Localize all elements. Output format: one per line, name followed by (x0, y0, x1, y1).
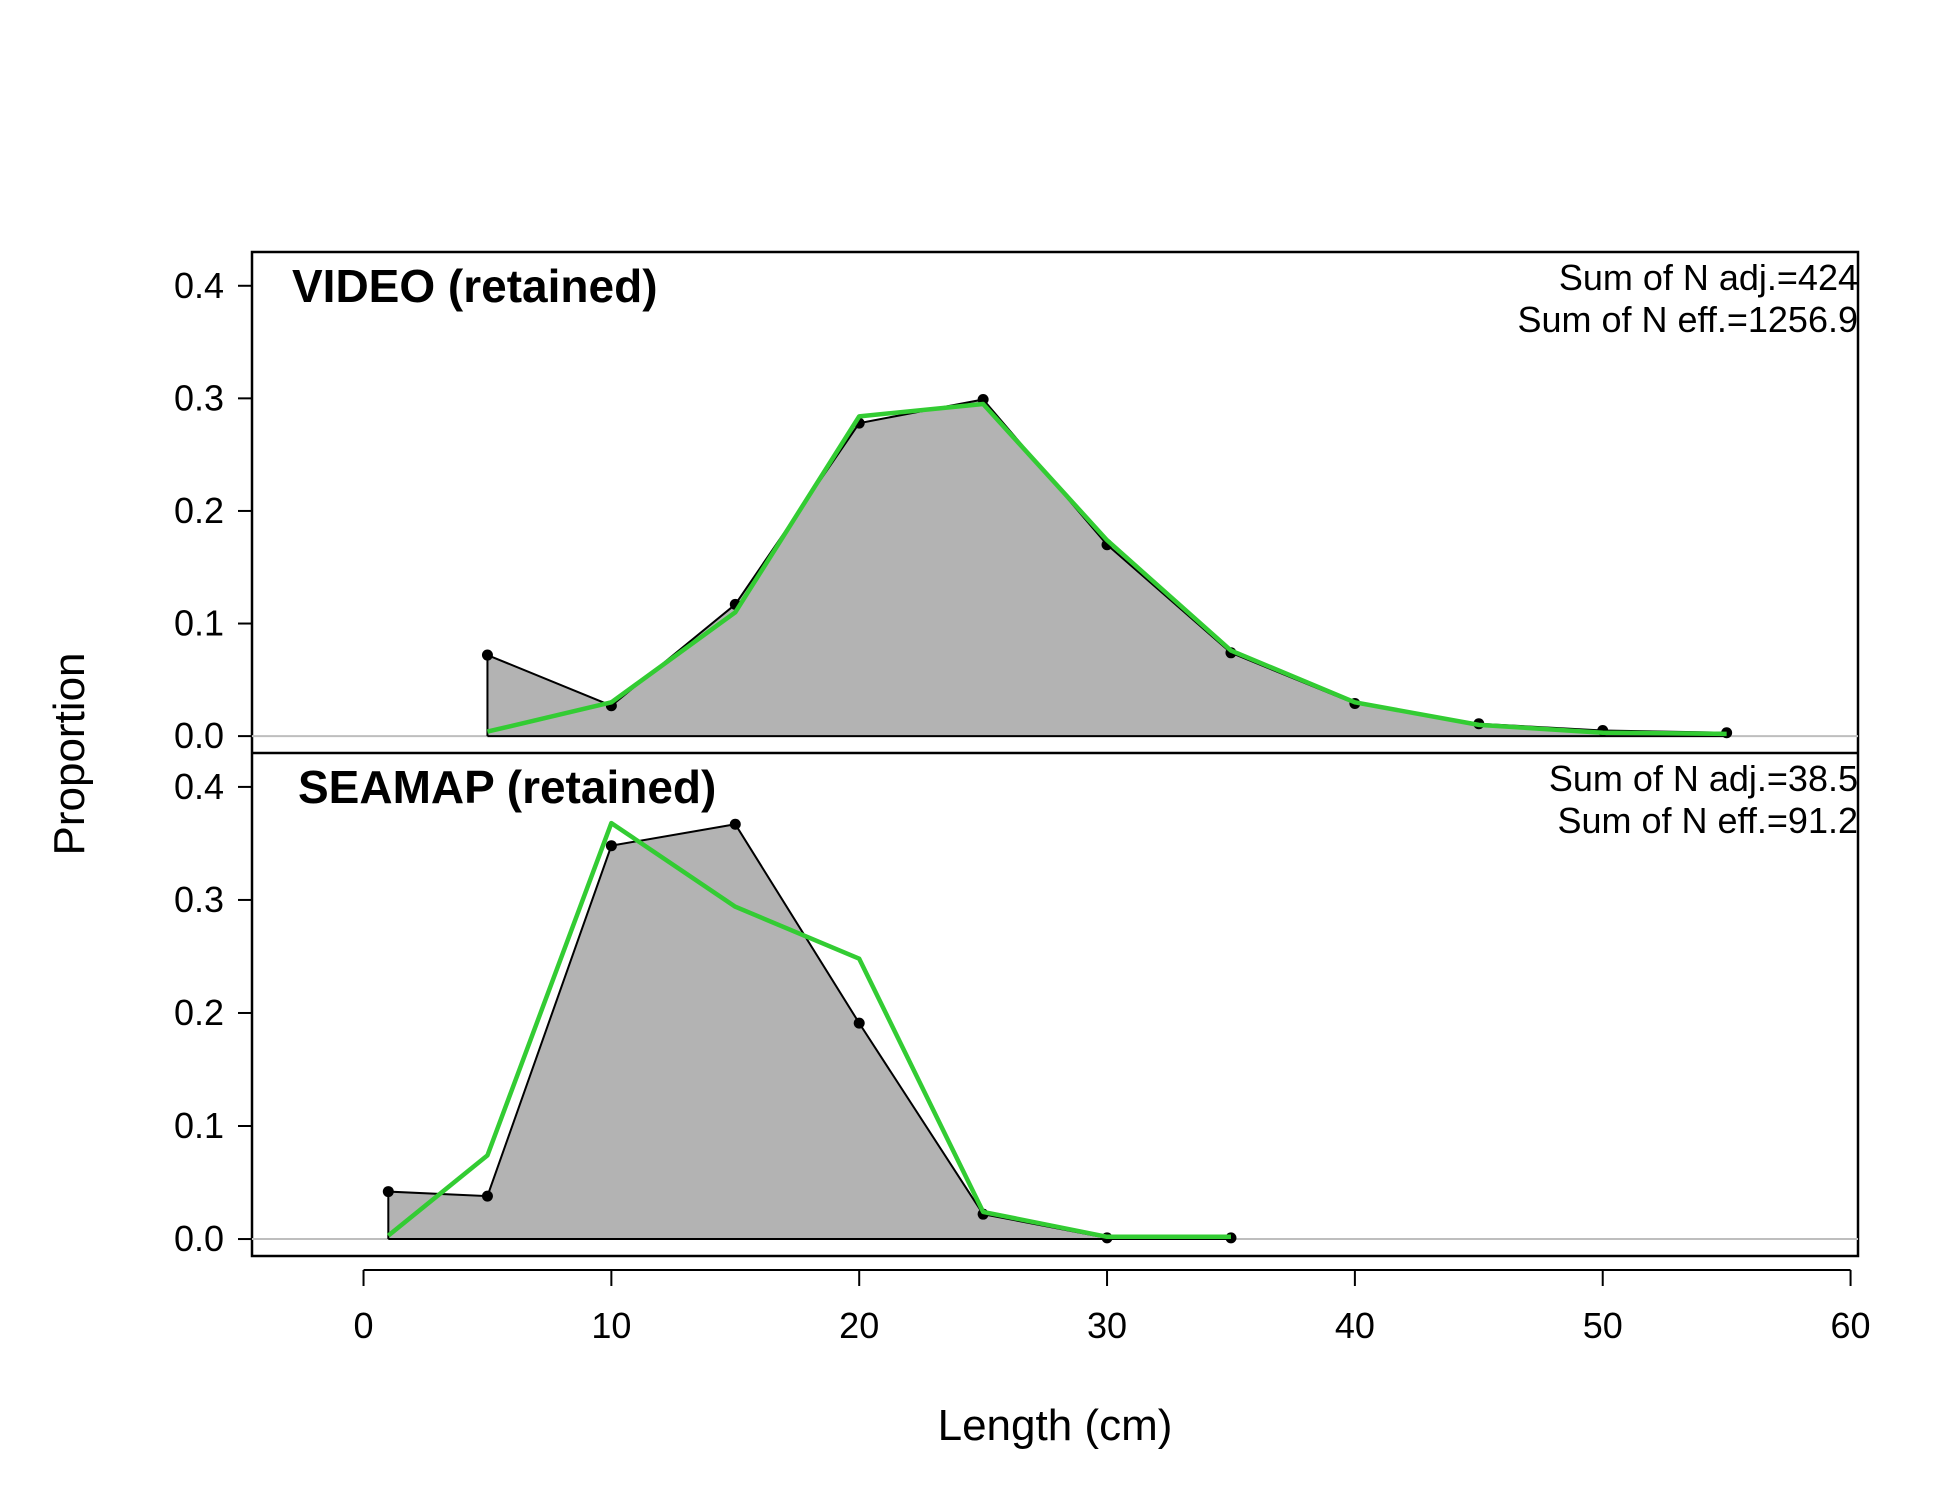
panel-video: 0.0 0.1 0.2 0.3 0.4 VIDEO (retained) Sum of … (174, 257, 1858, 756)
panel-title-seamap: SEAMAP (retained) (298, 761, 716, 813)
y-tick-label: 0.3 (174, 879, 224, 920)
y-tick-label: 0.0 (174, 715, 224, 756)
x-axis: 0 10 20 30 40 50 60 (354, 1269, 1871, 1346)
annotation-n-eff-video: Sum of N eff.=1256.9 (1517, 299, 1858, 340)
y-tick-label: 0.4 (174, 766, 224, 807)
y-tick-label: 0.4 (174, 265, 224, 306)
y-tick-label: 0.1 (174, 603, 224, 644)
y-tick-label: 0.2 (174, 992, 224, 1033)
observed-area-video (487, 399, 1727, 737)
x-tick-label: 40 (1335, 1305, 1375, 1346)
y-tick-label: 0.3 (174, 377, 224, 418)
annotation-n-adj-seamap: Sum of N adj.=38.5 (1549, 758, 1858, 799)
x-tick-label: 0 (354, 1305, 374, 1346)
x-tick-label: 30 (1087, 1305, 1127, 1346)
x-axis-title: Length (cm) (938, 1401, 1173, 1450)
observed-point-seamap (853, 1017, 865, 1029)
x-tick-label: 60 (1831, 1305, 1871, 1346)
x-tick-label: 20 (839, 1305, 879, 1346)
expected-line-seamap (386, 820, 1231, 1240)
y-tick-label: 0.2 (174, 490, 224, 531)
x-tick-label: 10 (591, 1305, 631, 1346)
observed-point-seamap (729, 818, 741, 830)
observed-point-video (481, 649, 493, 661)
observed-point-seamap (605, 840, 617, 852)
expected-line-video (486, 401, 1727, 737)
y-tick-label: 0.1 (174, 1105, 224, 1146)
observed-point-seamap (481, 1190, 493, 1202)
y-axis-title: Proportion (45, 652, 94, 855)
panel-title-video: VIDEO (retained) (292, 260, 658, 312)
observed-area-seamap (388, 824, 1231, 1240)
annotation-n-eff-seamap: Sum of N eff.=91.2 (1557, 800, 1858, 841)
y-tick-label: 0.0 (174, 1218, 224, 1259)
panel-seamap: 0.0 0.1 0.2 0.3 0.4 SEAMAP (retained) Sum of… (174, 758, 1858, 1259)
x-tick-label: 50 (1583, 1305, 1623, 1346)
annotation-n-adj-video: Sum of N adj.=424 (1559, 257, 1858, 298)
observed-point-seamap (382, 1186, 394, 1198)
